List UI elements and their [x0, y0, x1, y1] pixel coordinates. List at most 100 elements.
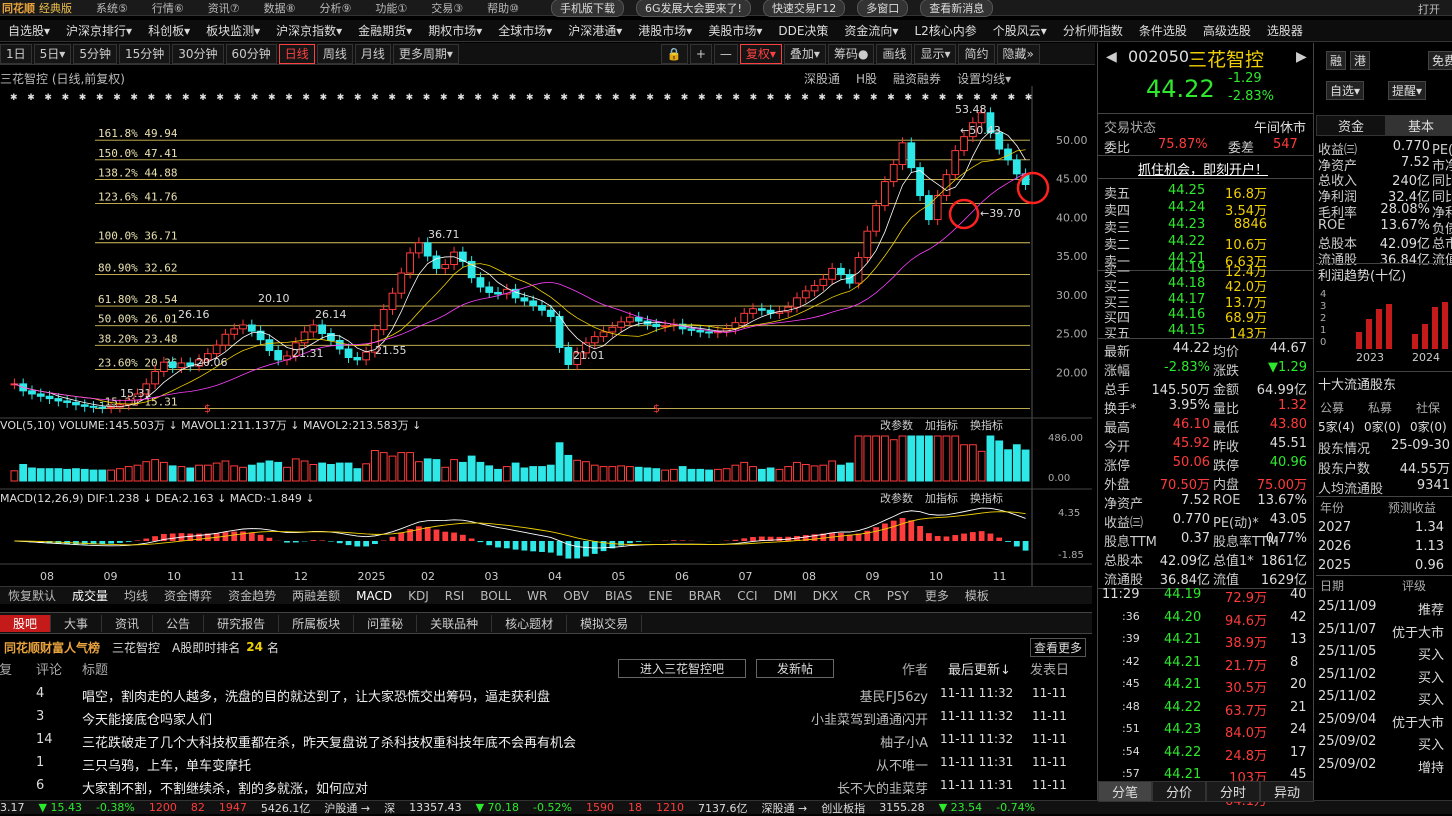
post-author[interactable]: 小韭菜驾到通通闪开: [810, 713, 928, 728]
fund-tab[interactable]: 基本: [1386, 115, 1452, 136]
nav-item[interactable]: 科创板▾: [148, 24, 191, 38]
menu-item[interactable]: 功能①: [375, 1, 408, 15]
news-tab[interactable]: 所属板块: [279, 614, 355, 632]
nav-item[interactable]: 金融期货▾: [358, 24, 413, 38]
news-row[interactable]: 6 大家割不割，不割继续杀，割的多就涨，如何应对 长不大的韭菜芽 11-11 11:3…: [0, 775, 1080, 798]
news-tab[interactable]: 关联品种: [417, 614, 493, 632]
period-button[interactable]: 5日▾: [33, 43, 72, 64]
ask-price[interactable]: 44.22: [1168, 234, 1206, 249]
news-tab[interactable]: 问董秘: [354, 614, 418, 632]
period-button[interactable]: 1日: [0, 43, 32, 64]
menu-item[interactable]: 帮助⑩: [487, 1, 519, 15]
new-post-button[interactable]: 发新帖: [756, 659, 834, 678]
news-tab[interactable]: 研究报告: [204, 614, 280, 632]
news-tab[interactable]: 核心题材: [492, 614, 568, 632]
indicator-tab[interactable]: 均线: [124, 589, 149, 603]
fund-tab[interactable]: 资金: [1316, 115, 1386, 136]
menu-item[interactable]: 分析⑨: [319, 1, 352, 15]
post-title[interactable]: 三只乌鸦，上车，单车变摩托: [82, 759, 252, 774]
quote-button[interactable]: 免费: [1428, 51, 1452, 70]
indicator-tab[interactable]: MACD: [356, 588, 393, 603]
see-more-button[interactable]: 查看更多: [1029, 637, 1086, 657]
ask-price[interactable]: 44.23: [1168, 217, 1206, 232]
quote-button[interactable]: 融: [1326, 51, 1347, 70]
indicator-tab[interactable]: 恢复默认: [8, 589, 57, 603]
tick-tab[interactable]: 分时: [1206, 781, 1260, 802]
chart-tool-button[interactable]: 显示▾: [914, 43, 957, 64]
chart-tool-link[interactable]: 深股通: [804, 72, 841, 86]
ask-price[interactable]: 44.24: [1168, 200, 1206, 215]
period-button[interactable]: 日线: [278, 43, 315, 64]
post-title[interactable]: 大家割不割，不割继续杀，割的多就涨，如何应对: [82, 782, 369, 797]
prev-stock-icon[interactable]: ◀: [1106, 49, 1117, 65]
price-chart-svg[interactable]: ✱ ✱ ✱ ✱ ✱ ✱ ✱ ✱ ✱ ✱ ✱ ✱ ✱ ✱ ✱ ✱ ✱ ✱ ✱ ✱ ✱ ✱ ✱ ✱ ✱ ✱ ✱ ✱ ✱ ✱ ✱ ✱ ✱ ✱ ✱ ✱ ✱ ✱ ✱ ✱…: [0, 86, 1092, 586]
chart-tool-button[interactable]: 复权▾: [739, 43, 782, 64]
indicator-tab[interactable]: 更多: [924, 589, 949, 603]
indicator-tab[interactable]: CR: [853, 588, 871, 603]
period-button[interactable]: 周线: [316, 43, 353, 64]
news-tab[interactable]: 模拟交易: [567, 614, 643, 632]
top-pill[interactable]: 快速交易F12: [762, 0, 846, 17]
nav-item[interactable]: 沪深港通▾: [568, 24, 623, 38]
col-latest[interactable]: 最后更新↓: [948, 663, 1011, 678]
nav-item[interactable]: 高级选股: [1202, 24, 1251, 38]
menu-item[interactable]: 交易③: [431, 1, 464, 15]
chart-tool-button[interactable]: 画线: [876, 43, 913, 64]
nav-item[interactable]: 沪深京指数▾: [276, 24, 343, 38]
bid-price[interactable]: 44.17: [1168, 291, 1206, 307]
indicator-tab[interactable]: 两融差额: [292, 589, 341, 603]
top-pill[interactable]: 查看新消息: [920, 0, 994, 17]
chart-tool-link[interactable]: 设置均线▾: [957, 72, 1012, 86]
indicator-tab[interactable]: 资金博弈: [164, 589, 213, 603]
nav-item[interactable]: 资金流向▾: [844, 24, 899, 38]
menu-item[interactable]: 数据⑧: [263, 1, 296, 15]
post-title[interactable]: 唱空，割肉走的人越多，洗盘的目的就达到了，让大家恐慌交出筹码，逼走获利盘: [82, 690, 551, 705]
ask-price[interactable]: 44.21: [1168, 251, 1206, 266]
news-row[interactable]: 4 唱空，割肉走的人越多，洗盘的目的就达到了，让大家恐慌交出筹码，逼走获利盘 基民F…: [0, 683, 1080, 706]
open-account-promo[interactable]: 抓住机会，即刻开户！: [1138, 163, 1269, 178]
nav-item[interactable]: 港股市场▾: [638, 24, 693, 38]
news-tab[interactable]: 资讯: [102, 614, 154, 632]
nav-item[interactable]: DDE决策: [778, 24, 829, 38]
indicator-tab[interactable]: KDJ: [408, 588, 429, 603]
period-button[interactable]: 30分钟: [172, 43, 224, 64]
indicator-tab[interactable]: 模板: [964, 589, 989, 603]
nav-item[interactable]: 选股器: [1266, 24, 1303, 38]
period-button[interactable]: 月线: [354, 43, 391, 64]
menu-item[interactable]: 行情⑥: [151, 1, 184, 15]
quote-button[interactable]: 自选▾: [1326, 81, 1365, 100]
nav-item[interactable]: L2核心内参: [914, 24, 977, 38]
indicator-tab[interactable]: OBV: [563, 588, 589, 603]
indicator-tab[interactable]: PSY: [886, 588, 909, 603]
top-pill[interactable]: 6G发展大会要来了!: [636, 0, 751, 17]
open-button[interactable]: 打开: [1418, 3, 1440, 16]
chart-tool-button[interactable]: 简约: [958, 43, 995, 64]
nav-item[interactable]: 全球市场▾: [498, 24, 553, 38]
next-stock-icon[interactable]: ▶: [1296, 49, 1307, 65]
bid-price[interactable]: 44.19: [1168, 261, 1206, 276]
indicator-tab[interactable]: ENE: [648, 588, 673, 603]
top-pill[interactable]: 手机版下载: [551, 0, 624, 17]
news-tab[interactable]: 股吧: [0, 614, 52, 632]
ask-price[interactable]: 44.25: [1168, 183, 1206, 198]
news-row[interactable]: 3 今天能接底仓吗家人们 小韭菜驾到通通闪开 11-11 11:32 11-11: [0, 706, 1080, 729]
tick-tab[interactable]: 异动: [1260, 781, 1314, 802]
post-title[interactable]: 三花跌破走了几个大科技权重都在杀，昨天复盘说了杀科技权重科技年底不会再有机会: [82, 736, 577, 751]
chart-tool-button[interactable]: —: [713, 43, 738, 64]
indicator-tab[interactable]: RSI: [444, 588, 465, 603]
post-author[interactable]: 基民FJ56zy: [859, 690, 928, 705]
enter-bar-button[interactable]: 进入三花智控吧: [618, 659, 746, 678]
nav-item[interactable]: 美股市场▾: [708, 24, 763, 38]
nav-item[interactable]: 个股风云▾: [992, 24, 1047, 38]
nav-item[interactable]: 板块监测▾: [206, 24, 261, 38]
post-title[interactable]: 今天能接底仓吗家人们: [82, 713, 213, 728]
post-author[interactable]: 柚子小A: [880, 736, 928, 751]
chart-tool-button[interactable]: 叠加▾: [783, 43, 826, 64]
indicator-tab[interactable]: CCI: [737, 588, 758, 603]
tick-tab[interactable]: 分笔: [1098, 781, 1152, 802]
nav-item[interactable]: 分析师指数: [1062, 24, 1123, 38]
top-pill[interactable]: 多窗口: [857, 0, 909, 17]
post-author[interactable]: 从不唯一: [875, 759, 928, 774]
nav-item[interactable]: 期权市场▾: [428, 24, 483, 38]
indicator-tab[interactable]: BIAS: [604, 588, 633, 603]
